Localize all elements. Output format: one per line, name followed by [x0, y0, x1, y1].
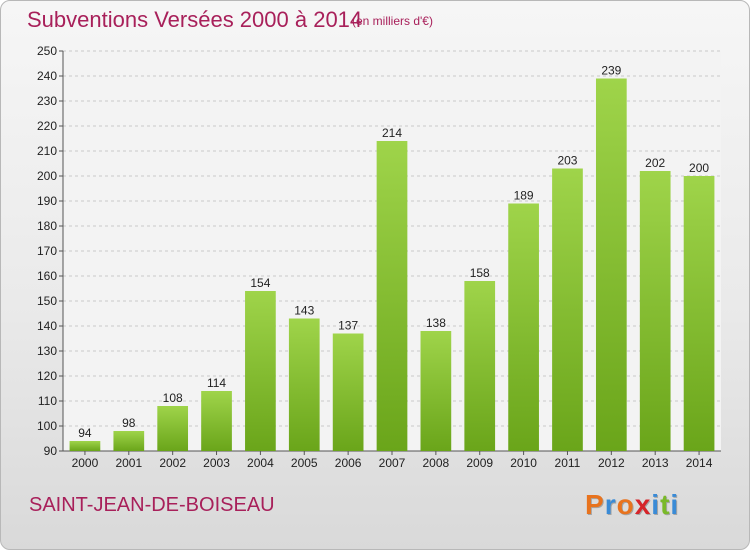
value-label-2010: 189 — [514, 189, 534, 203]
x-tick-label-2010: 2010 — [510, 456, 537, 470]
proxiti-logo: Proxiti — [585, 489, 679, 521]
value-label-2013: 202 — [645, 156, 665, 170]
y-tick-label: 130 — [37, 344, 57, 358]
y-tick-label: 90 — [44, 444, 58, 458]
bar-2003 — [201, 391, 232, 451]
value-label-2011: 203 — [557, 154, 577, 168]
value-label-2000: 94 — [78, 426, 92, 440]
y-tick-label: 250 — [37, 44, 57, 58]
value-label-2008: 138 — [426, 316, 446, 330]
value-label-2004: 154 — [250, 276, 270, 290]
x-tick-label-2000: 2000 — [72, 456, 99, 470]
bar-2004 — [245, 291, 276, 451]
x-tick-label-2011: 2011 — [555, 456, 581, 470]
value-label-2003: 114 — [207, 376, 226, 390]
logo-letter: i — [670, 489, 680, 520]
bar-2014 — [683, 176, 715, 451]
x-tick-label-2003: 2003 — [203, 456, 230, 470]
logo-letter: t — [660, 489, 671, 520]
y-tick-label: 240 — [37, 69, 57, 83]
x-tick-label-2014: 2014 — [686, 456, 713, 470]
y-tick-label: 140 — [37, 319, 57, 333]
y-tick-label: 190 — [37, 194, 57, 208]
bar-2010 — [508, 203, 539, 451]
value-label-2002: 108 — [163, 391, 183, 405]
value-label-2014: 200 — [689, 161, 709, 175]
chart-title: Subventions Versées 2000 à 2014 — [27, 7, 363, 32]
bar-2005 — [288, 318, 320, 451]
logo-letter: o — [616, 489, 635, 520]
y-tick-label: 180 — [37, 219, 57, 233]
value-label-2005: 143 — [294, 304, 314, 318]
x-tick-label-2012: 2012 — [598, 456, 625, 470]
x-tick-label-2009: 2009 — [466, 456, 493, 470]
value-label-2001: 98 — [122, 416, 136, 430]
x-tick-label-2006: 2006 — [335, 456, 362, 470]
bar-2000 — [69, 441, 101, 451]
value-label-2012: 239 — [601, 64, 621, 78]
bar-2009 — [464, 281, 496, 451]
commune-name: SAINT-JEAN-DE-BOISEAU — [29, 494, 275, 516]
y-tick-label: 110 — [38, 394, 57, 408]
bar-2011 — [552, 168, 583, 451]
value-label-2007: 214 — [382, 126, 402, 140]
y-tick-label: 230 — [37, 94, 57, 108]
bar-2001 — [113, 431, 145, 451]
value-label-2006: 137 — [338, 319, 358, 333]
bar-2012 — [595, 78, 627, 451]
x-tick-label-2013: 2013 — [642, 456, 669, 470]
y-tick-label: 120 — [37, 369, 57, 383]
bar-2002 — [157, 406, 189, 451]
bar-2013 — [639, 171, 671, 451]
y-tick-label: 200 — [37, 169, 57, 183]
logo-letter: x — [634, 489, 652, 520]
y-tick-label: 220 — [37, 119, 57, 133]
logo-letter: P — [585, 489, 605, 520]
x-tick-label-2004: 2004 — [247, 456, 274, 470]
x-tick-label-2007: 2007 — [379, 456, 406, 470]
y-tick-label: 150 — [37, 294, 57, 308]
chart-subtitle: (en milliers d'€) — [352, 14, 433, 28]
bar-2007 — [376, 141, 408, 451]
bar-2008 — [420, 331, 452, 451]
y-tick-label: 170 — [37, 244, 57, 258]
y-tick-label: 100 — [37, 419, 57, 433]
x-tick-label-2002: 2002 — [159, 456, 186, 470]
x-tick-label-2001: 2001 — [115, 456, 142, 470]
bar-2006 — [332, 333, 364, 451]
x-tick-label-2008: 2008 — [423, 456, 450, 470]
value-label-2009: 158 — [470, 266, 490, 280]
y-tick-label: 160 — [37, 269, 57, 283]
x-tick-label-2005: 2005 — [291, 456, 318, 470]
logo-letter: r — [604, 489, 617, 520]
y-tick-label: 210 — [37, 144, 57, 158]
logo-letter: i — [651, 489, 661, 520]
